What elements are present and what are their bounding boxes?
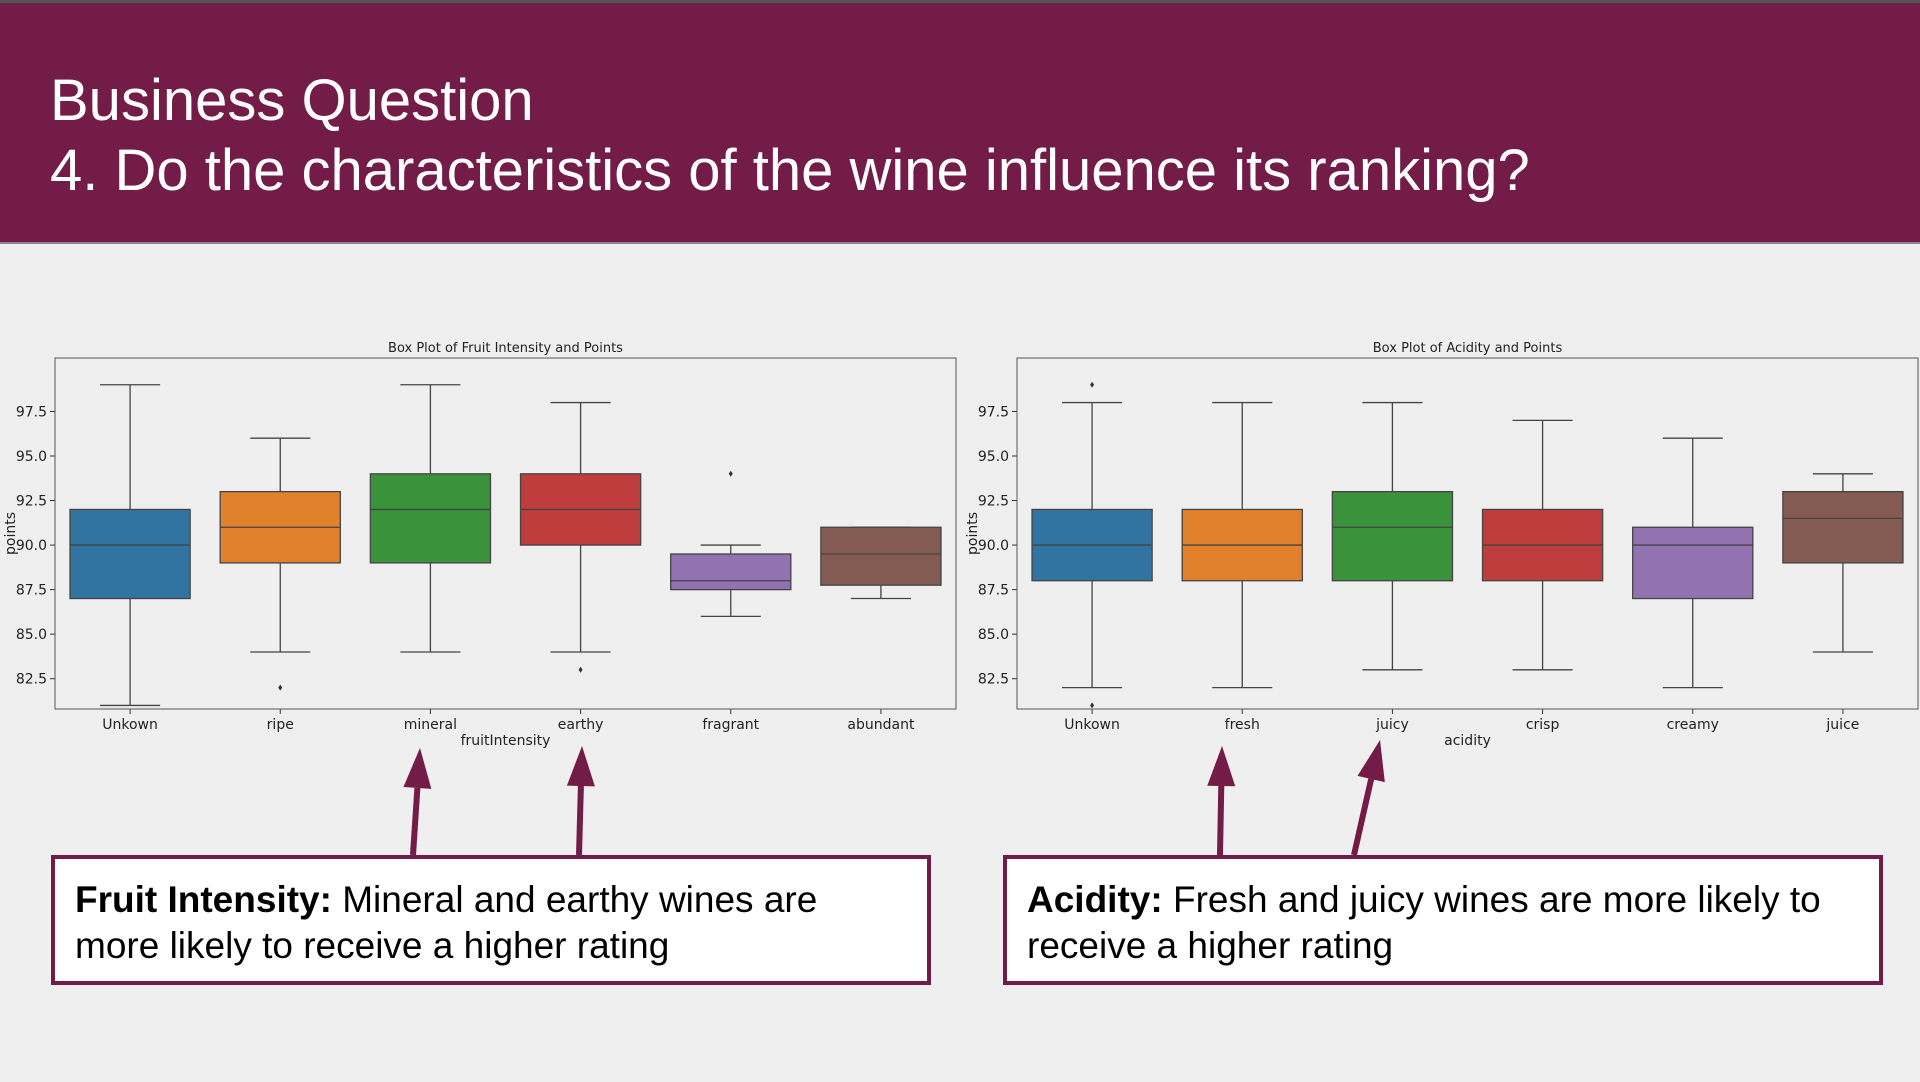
box-Unkown [1031,381,1153,709]
iqr-box [670,553,792,591]
x-tick-label: juicy [1375,717,1409,733]
arrow-head [1207,746,1236,787]
iqr-box [369,473,492,564]
arrow-shaft [410,787,421,856]
arrow-shaft [1351,778,1375,856]
x-tick-label: Unkown [102,717,158,733]
y-tick-label: 85.0 [978,627,1009,643]
iqr-box [1632,526,1754,600]
x-tick-label: fragrant [702,717,759,733]
x-tick-label: creamy [1667,717,1719,733]
box-ripe [219,437,341,691]
plot-frame [1016,357,1919,710]
box-Unkown [69,384,191,707]
box-fragrant [670,470,792,618]
iqr-box [1331,490,1454,582]
y-axis-label: points [3,512,19,555]
fruit-intensity-callout: Fruit Intensity: Mineral and earthy wine… [51,855,931,985]
box-creamy [1632,437,1754,689]
y-tick-label: 95.0 [16,449,47,465]
outlier-point [728,470,733,477]
box-earthy [519,401,642,673]
arrow-icon [566,746,595,856]
box-mineral [369,384,492,653]
x-tick-label: earthy [558,717,604,733]
plot-frame [54,357,957,710]
slide-title: Business Question [50,68,534,133]
box-plot-0: Box Plot of Fruit Intensity and Points 82… [3,341,957,749]
y-axis-label: points [965,512,981,555]
callout-text: Mineral and earthy wines are more likely… [75,879,818,966]
y-tick-label: 85.0 [16,627,47,643]
arrow-head [566,746,595,787]
outlier-point [1090,702,1095,709]
arrow-icon [403,748,432,856]
x-tick-label: fresh [1225,717,1260,733]
arrow-shaft [1217,785,1225,856]
x-tick-label: mineral [404,717,457,733]
x-axis-label: fruitIntensity [461,733,551,749]
arrow-icon [1207,746,1236,856]
outlier-point [1090,381,1095,388]
chart-title: Box Plot of Fruit Intensity and Points [388,341,623,356]
box-abundant [820,526,942,600]
callout-text: Fresh and juicy wines are more likely to… [1027,879,1821,966]
callout-heading: Fruit Intensity: [75,879,332,920]
title-banner: Business Question 4. Do the characterist… [0,0,1920,244]
y-tick-label: 87.5 [16,583,47,599]
y-tick-label: 92.5 [16,494,47,510]
x-tick-label: crisp [1526,717,1560,733]
iqr-box [69,508,191,600]
y-tick-label: 95.0 [978,449,1009,465]
iqr-box [820,526,942,586]
y-tick-label: 97.5 [978,404,1009,420]
y-tick-label: 92.5 [978,494,1009,510]
arrow-head [1357,740,1385,783]
y-tick-label: 87.5 [978,583,1009,599]
outlier-point [278,684,283,691]
y-tick-label: 90.0 [978,538,1009,554]
x-tick-label: abundant [847,717,915,733]
x-tick-label: Unkown [1064,717,1120,733]
box-crisp [1481,419,1604,671]
iqr-box [1782,490,1904,564]
box-fresh [1181,401,1303,689]
x-axis-label: acidity [1444,733,1491,749]
y-tick-label: 82.5 [978,672,1009,688]
x-tick-label: ripe [267,717,294,733]
annotation-arrows [403,740,1385,856]
box-juicy [1331,401,1454,671]
x-tick-label: juice [1825,717,1859,733]
callout-heading: Acidity: [1027,879,1163,920]
y-tick-label: 90.0 [16,538,47,554]
chart-title: Box Plot of Acidity and Points [1373,341,1563,356]
arrow-icon [1351,740,1385,856]
y-tick-label: 82.5 [16,672,47,688]
acidity-callout: Acidity: Fresh and juicy wines are more … [1003,855,1883,985]
outlier-point [578,666,583,673]
box-plot-1: Box Plot of Acidity and Points 82.5 85.0 87… [965,341,1919,749]
y-tick-label: 97.5 [16,404,47,420]
box-juice [1782,473,1904,653]
arrow-shaft [576,785,584,856]
arrow-head [403,748,432,789]
slide-question: 4. Do the characteristics of the wine in… [50,138,1530,203]
